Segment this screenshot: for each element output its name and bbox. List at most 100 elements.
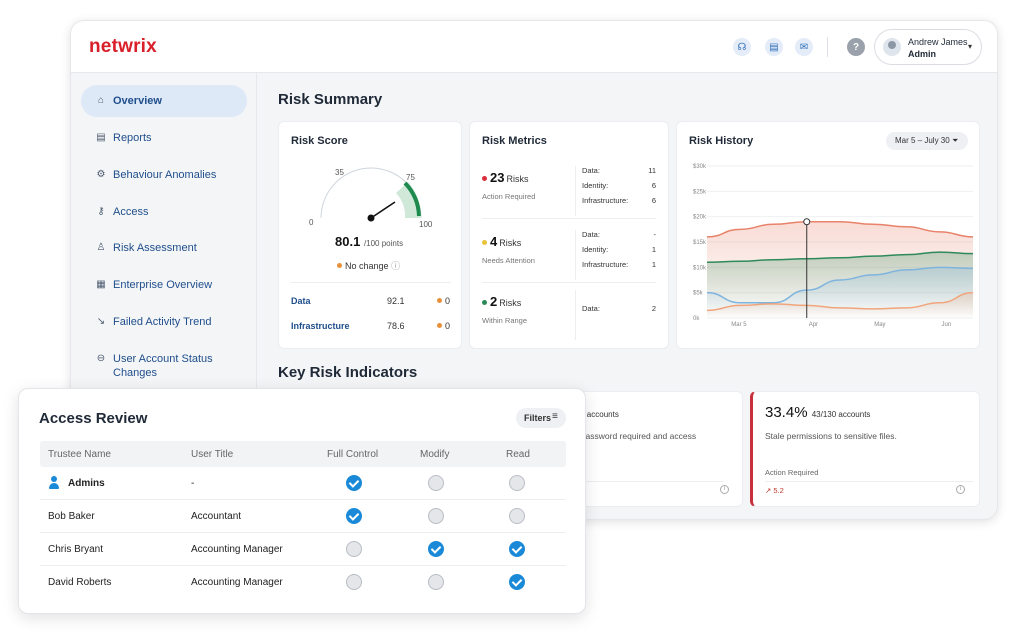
sidebar-item-overview[interactable]: ⌂ Overview	[81, 85, 247, 117]
headset-icon[interactable]: ☊	[733, 38, 751, 56]
x-tick-label: Jun	[942, 322, 952, 328]
detail-identity: Identity: 6	[582, 181, 658, 190]
change-dot	[437, 298, 442, 303]
anomaly-icon: ⚙	[96, 169, 106, 180]
help-icon[interactable]: ?	[847, 38, 865, 56]
full-control-checkbox[interactable]	[346, 541, 362, 557]
column-header[interactable]: Trustee Name	[48, 449, 111, 460]
column-header[interactable]: User Title	[191, 449, 234, 460]
column-header[interactable]: Read	[506, 449, 530, 460]
message-icon[interactable]: ▤	[765, 38, 783, 56]
user-title: Accountant	[191, 511, 242, 522]
info-icon[interactable]: i	[956, 485, 965, 494]
metric-block-within-range[interactable]: 2 Risks Within Range Data: 2	[482, 290, 658, 354]
card-title: Risk Score	[291, 135, 348, 147]
full-control-checkbox[interactable]	[346, 508, 362, 524]
info-icon[interactable]: ⓘ	[391, 261, 401, 271]
read-checkbox[interactable]	[509, 574, 525, 590]
kri-card[interactable]: /130 accounts no password required and a…	[568, 391, 743, 507]
user-title: Accounting Manager	[191, 577, 283, 588]
risk-history-chart: 0k $5k $10k $15k $20k $25k $30k Mar 5 Apr May Jun	[693, 164, 974, 328]
metric-status: Action Required	[482, 192, 536, 201]
sidebar-item-user-account-status-changes[interactable]: ⊖ User Account Status Changes	[81, 343, 247, 383]
table-row[interactable]: David Roberts Accounting Manager	[40, 566, 566, 599]
column-header[interactable]: Full Control	[327, 449, 379, 460]
risk-gauge: 0 35 75 100	[309, 167, 433, 229]
date-range-dropdown[interactable]: Mar 5 – July 30 ⏷	[886, 132, 968, 150]
sidebar-item-label: User Account Status Changes	[113, 353, 213, 379]
row-change-value: 0	[445, 296, 451, 306]
user-role: Admin	[908, 49, 936, 59]
page-title: Risk Summary	[278, 91, 383, 108]
series-line	[706, 291, 974, 312]
detail-key: Infrastructure:	[582, 196, 629, 205]
full-control-checkbox[interactable]	[346, 475, 362, 491]
divider	[482, 282, 656, 283]
app-window: netwrix ☊ ▤ ✉ ? Andrew James Admin ▾ ⌂ O…	[70, 20, 998, 520]
sidebar-item-access[interactable]: ⚷ Access	[81, 196, 247, 228]
divider	[765, 481, 973, 482]
row-change: 0	[437, 321, 450, 331]
risk-metrics-card: Risk Metrics 23 Risks Action Required Dat…	[469, 121, 669, 349]
read-checkbox[interactable]	[509, 475, 525, 491]
sidebar-item-behaviour-anomalies[interactable]: ⚙ Behaviour Anomalies	[81, 159, 247, 191]
risk-score-value: 80.1 /100 points	[335, 234, 403, 249]
key-icon: ⚷	[97, 206, 105, 217]
divider	[291, 282, 451, 283]
series-line	[706, 266, 974, 304]
detail-identity: Identity: 1	[582, 245, 658, 254]
user-menu[interactable]: Andrew James Admin ▾	[874, 29, 982, 65]
sidebar-item-label: Reports	[113, 132, 152, 144]
trustee-name: Chris Bryant	[48, 544, 104, 555]
change-dot	[437, 323, 442, 328]
full-control-checkbox[interactable]	[346, 574, 362, 590]
risk-score-card: Risk Score 0 35 75 100 80.1 /100 points …	[278, 121, 462, 349]
report-icon: ▤	[96, 132, 106, 143]
modify-checkbox[interactable]	[428, 574, 444, 590]
detail-data: Data: 11	[582, 166, 658, 175]
home-icon: ⌂	[97, 95, 105, 106]
table-header: Trustee Name User Title Full Control Mod…	[40, 441, 566, 467]
sidebar-item-reports[interactable]: ▤ Reports	[81, 122, 247, 154]
y-tick-label: $15k	[693, 240, 707, 246]
row-label[interactable]: Data	[291, 296, 311, 306]
detail-data: Data: -	[582, 230, 658, 239]
modify-checkbox[interactable]	[428, 541, 444, 557]
column-header[interactable]: Modify	[420, 449, 450, 460]
divider	[575, 230, 576, 280]
y-tick-label: $25k	[693, 189, 707, 195]
filter-icon: ≡	[552, 411, 558, 422]
table-row[interactable]: Admins -	[40, 467, 566, 500]
detail-key: Data:	[582, 304, 600, 313]
sidebar-item-failed-activity-trend[interactable]: ↘ Failed Activity Trend	[81, 306, 247, 338]
trustee-name: Bob Baker	[48, 511, 95, 522]
info-icon[interactable]: i	[720, 485, 729, 494]
detail-key: Infrastructure:	[582, 260, 629, 269]
detail-key: Identity:	[582, 245, 609, 254]
sidebar-item-enterprise-overview[interactable]: ▦ Enterprise Overview	[81, 269, 247, 301]
section-title: Key Risk Indicators	[278, 364, 418, 381]
detail-value: 2	[651, 304, 656, 313]
modify-checkbox[interactable]	[428, 508, 444, 524]
trend-icon: ↘	[96, 316, 106, 327]
user-group-icon	[49, 476, 59, 489]
table-row[interactable]: Bob Baker Accountant	[40, 500, 566, 533]
risk-assessment-icon: ♙	[96, 242, 106, 253]
kri-trend: ↗ 5.2	[765, 486, 784, 495]
filters-button[interactable]: Filters ≡	[516, 408, 566, 428]
user-title: Accounting Manager	[191, 544, 283, 555]
table-row[interactable]: Chris Bryant Accounting Manager	[40, 533, 566, 566]
read-checkbox[interactable]	[509, 541, 525, 557]
modify-checkbox[interactable]	[428, 475, 444, 491]
metric-block-action-required[interactable]: 23 Risks Action Required Data: 11 Identity…	[482, 166, 658, 230]
metric-block-needs-attention[interactable]: 4 Risks Needs Attention Data: - Identity: 1…	[482, 230, 658, 294]
detail-value: 6	[651, 181, 656, 190]
mail-icon[interactable]: ✉	[795, 38, 813, 56]
read-checkbox[interactable]	[509, 508, 525, 524]
row-label[interactable]: Infrastructure	[291, 321, 350, 331]
avatar	[883, 38, 901, 56]
kri-card[interactable]: 33.4% 43/130 accounts Stale permissions …	[750, 391, 980, 507]
kri-percent: 33.4%	[765, 404, 808, 421]
sidebar-item-risk-assessment[interactable]: ♙ Risk Assessment	[81, 232, 247, 264]
kri-description: no password required and access es.	[569, 431, 697, 454]
